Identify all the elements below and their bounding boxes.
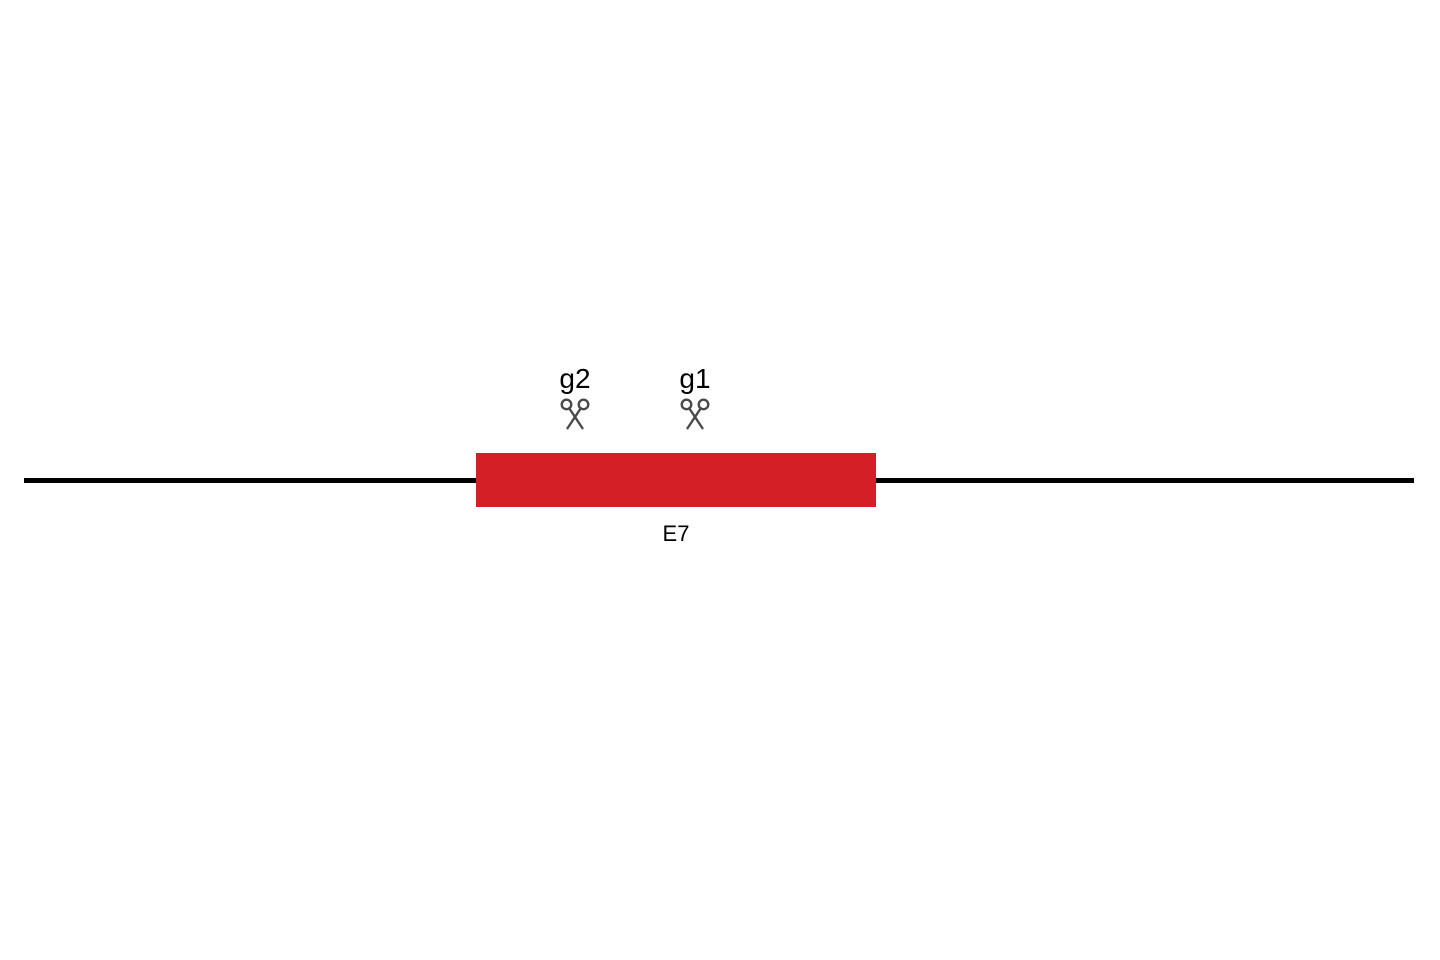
gene-diagram: E7 g2 g1 xyxy=(0,0,1440,960)
scissors-icon xyxy=(558,397,592,436)
cut-site-g1: g1 xyxy=(665,363,725,436)
cut-site-g2: g2 xyxy=(545,363,605,436)
exon-label: E7 xyxy=(476,521,876,547)
genome-line-right xyxy=(876,478,1414,483)
cut-label-g2: g2 xyxy=(545,363,605,395)
exon-box-e7 xyxy=(476,453,876,507)
cut-label-g1: g1 xyxy=(665,363,725,395)
genome-line-left xyxy=(24,478,476,483)
scissors-icon xyxy=(678,397,712,436)
